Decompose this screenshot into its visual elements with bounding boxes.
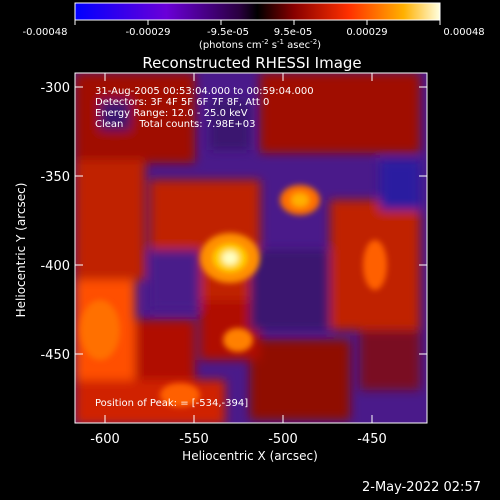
x-tick-label: -500 xyxy=(268,432,298,447)
info-counts: Clean Total counts: 7.98E+03 xyxy=(95,119,256,130)
plot-frame xyxy=(74,72,428,424)
colorbar-tick-label: 0.00029 xyxy=(346,27,387,38)
x-tick-label: -550 xyxy=(179,432,209,447)
y-tick-label: -350 xyxy=(40,170,70,185)
plot-title: Reconstructed RHESSI Image xyxy=(142,54,361,72)
y-tick-label: -450 xyxy=(40,348,70,363)
info-detectors: Detectors: 3F 4F 5F 6F 7F 8F, Att 0 xyxy=(95,97,270,108)
info-time-range: 31-Aug-2005 00:53:04.000 to 00:59:04.000 xyxy=(95,86,314,97)
y-tick-label: -300 xyxy=(40,81,70,96)
observation-info: 31-Aug-2005 00:53:04.000 to 00:59:04.000… xyxy=(95,86,314,130)
colorbar-tick-label: 9.5e-05 xyxy=(274,27,312,38)
colorbar-tick-label: -9.5e-05 xyxy=(207,27,249,38)
colorbar-gradient xyxy=(74,2,441,21)
x-tick-label: -600 xyxy=(90,432,120,447)
heatmap-image xyxy=(75,73,427,423)
colorbar-tick-label: -0.00029 xyxy=(126,27,171,38)
y-axis-label: Heliocentric Y (arcsec) xyxy=(14,183,28,318)
colorbar-tick-label: 0.00048 xyxy=(443,27,484,38)
colorbar: -0.00048 -0.00029 -9.5e-05 9.5e-05 0.000… xyxy=(23,2,485,51)
x-axis-label: Heliocentric X (arcsec) xyxy=(182,449,318,463)
y-tick-label: -400 xyxy=(40,259,70,274)
title-layer: Reconstructed RHESSI Image xyxy=(142,54,361,72)
timestamp: 2-May-2022 02:57 xyxy=(362,480,481,495)
x-tick-label: -450 xyxy=(357,432,387,447)
colorbar-unit: (photons cm-2 s-1 asec-2) xyxy=(199,38,321,51)
peak-position: Position of Peak: = [-534,-394] xyxy=(95,398,249,409)
colorbar-tick-label: -0.00048 xyxy=(23,27,68,38)
info-energy-range: Energy Range: 12.0 - 25.0 keV xyxy=(95,108,248,119)
